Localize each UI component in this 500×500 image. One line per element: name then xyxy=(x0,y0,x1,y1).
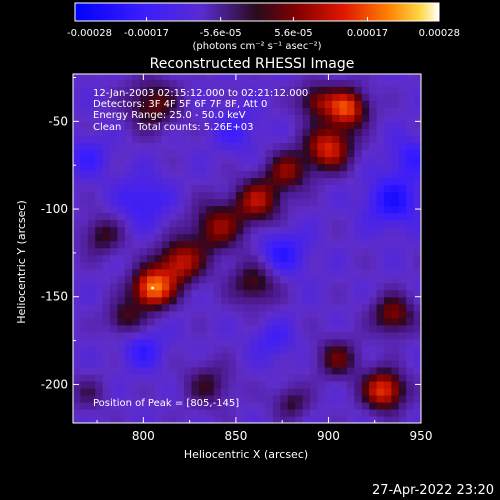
colorbar-gradient xyxy=(74,2,440,22)
y-tick-label: -150 xyxy=(41,290,68,304)
x-tick-label: 850 xyxy=(224,429,247,443)
footer-timestamp: 27-Apr-2022 23:20 xyxy=(372,483,494,498)
colorbar-tick-label: 0.00017 xyxy=(347,28,388,39)
y-axis-label: Heliocentric Y (arcsec) xyxy=(15,200,28,324)
y-tick-label: -50 xyxy=(48,114,68,128)
colorbar-tick-label: -0.00017 xyxy=(124,28,169,39)
plot-frame xyxy=(72,73,422,424)
colorbar-tick-label: 0.00028 xyxy=(419,28,460,39)
info-line-energy: Energy Range: 25.0 - 50.0 keV xyxy=(93,110,246,121)
x-tick-label: 950 xyxy=(410,429,433,443)
x-tick-label: 800 xyxy=(132,429,155,443)
y-tick-label: -100 xyxy=(41,202,68,216)
colorbar-tick-label: -0.00028 xyxy=(67,28,112,39)
x-axis-label: Heliocentric X (arcsec) xyxy=(184,448,308,461)
info-line-time: 12-Jan-2003 02:15:12.000 to 02:21:12.000 xyxy=(93,88,308,99)
colorbar-tick-label: -5.6e-05 xyxy=(200,28,242,39)
info-line-detectors: Detectors: 3F 4F 5F 6F 7F 8F, Att 0 xyxy=(93,99,267,110)
y-tick-label: -200 xyxy=(41,377,68,391)
peak-position-label: Position of Peak = [805,-145] xyxy=(93,398,239,409)
heatmap-image xyxy=(73,74,421,423)
x-tick-label: 900 xyxy=(317,429,340,443)
colorbar: -0.00028 -0.00017 -5.6e-05 5.6e-05 0.00017 0.… xyxy=(67,2,460,52)
colorbar-tick-label: 5.6e-05 xyxy=(274,28,312,39)
peak-marker xyxy=(151,286,155,290)
info-line-counts: Clean Total counts: 5.26E+03 xyxy=(93,122,253,133)
chart-title: Reconstructed RHESSI Image xyxy=(150,56,355,72)
observation-info: 12-Jan-2003 02:15:12.000 to 02:21:12.000… xyxy=(93,88,308,133)
colorbar-units: (photons cm⁻² s⁻¹ asec⁻²) xyxy=(192,41,321,52)
plot-area: 800 850 900 950 -50 -100 -150 -200 xyxy=(41,73,433,443)
